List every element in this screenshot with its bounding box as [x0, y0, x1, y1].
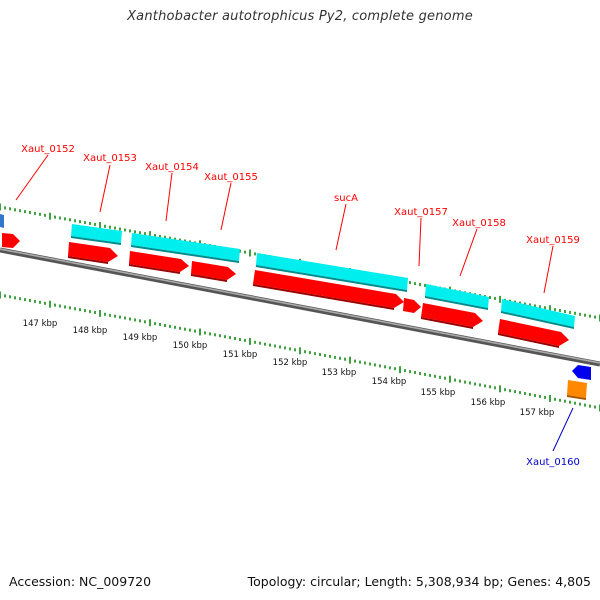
gene-label[interactable]: Xaut_0159 [526, 235, 580, 246]
scale-label: 157 kbp [520, 408, 555, 418]
scale-label: 147 kbp [23, 319, 58, 329]
cds-arrow-xaut-0152[interactable] [2, 233, 20, 248]
label-leaders [15, 154, 574, 452]
gene-label[interactable]: Xaut_0153 [83, 153, 137, 164]
cds-arrow-xaut-0154[interactable] [129, 251, 189, 272]
scale-label: 152 kbp [273, 358, 308, 368]
scale-label: 155 kbp [421, 388, 456, 398]
genome-summary-text: Topology: circular; Length: 5,308,934 bp… [247, 574, 591, 589]
genome-backbone-highlight [0, 248, 600, 364]
cds-arrow-xaut-0160[interactable] [572, 365, 591, 380]
inner-tick-track [0, 291, 600, 412]
gene-label[interactable]: Xaut_0154 [145, 162, 199, 173]
scale-label: 156 kbp [471, 398, 506, 408]
gene-label[interactable]: Xaut_0155 [204, 172, 258, 183]
gene-features [71, 224, 575, 329]
cds-arrow-xaut-0157[interactable] [403, 298, 421, 313]
scale-label: 148 kbp [73, 326, 108, 336]
gene-bar[interactable] [425, 284, 489, 308]
cds-arrow-xaut-0158[interactable] [421, 303, 483, 327]
accession-text: Accession: NC_009720 [9, 574, 152, 589]
scale-label: 150 kbp [173, 341, 208, 351]
scale-label: 153 kbp [322, 368, 357, 378]
scale-label: 149 kbp [123, 333, 158, 343]
map-title: Xanthobacter autotrophicus Py2, complete… [127, 9, 473, 24]
cds-features [2, 233, 569, 348]
genome-backbone [0, 247, 600, 367]
cds-arrow-suca[interactable] [253, 270, 404, 308]
gene-label[interactable]: Xaut_0157 [394, 207, 448, 218]
gene-label[interactable]: Xaut_0160 [526, 457, 580, 468]
gene-bar[interactable] [256, 253, 408, 290]
cds-arrow-xaut-0159[interactable] [498, 319, 569, 346]
gene-label[interactable]: sucA [334, 193, 358, 204]
gene-label[interactable]: Xaut_0152 [21, 144, 75, 155]
reverse-gene-left-edge[interactable] [0, 214, 4, 228]
gene-label[interactable]: Xaut_0158 [452, 218, 506, 229]
gene-labels: Xaut_0152 Xaut_0153 Xaut_0154 Xaut_0155 … [21, 144, 580, 468]
cds-arrow-xaut-0155[interactable] [191, 261, 236, 280]
gene-bar[interactable] [71, 224, 122, 243]
scale-label: 151 kbp [223, 350, 258, 360]
scale-labels: 147 kbp 148 kbp 149 kbp 150 kbp 151 kbp … [23, 319, 555, 418]
scale-label: 154 kbp [372, 377, 407, 387]
gene-bar[interactable] [501, 299, 575, 327]
cds-arrow-xaut-0153[interactable] [68, 242, 118, 262]
gene-bar[interactable] [131, 233, 240, 261]
reverse-features [0, 214, 591, 400]
gene-bar-xaut-0160[interactable] [567, 380, 587, 398]
